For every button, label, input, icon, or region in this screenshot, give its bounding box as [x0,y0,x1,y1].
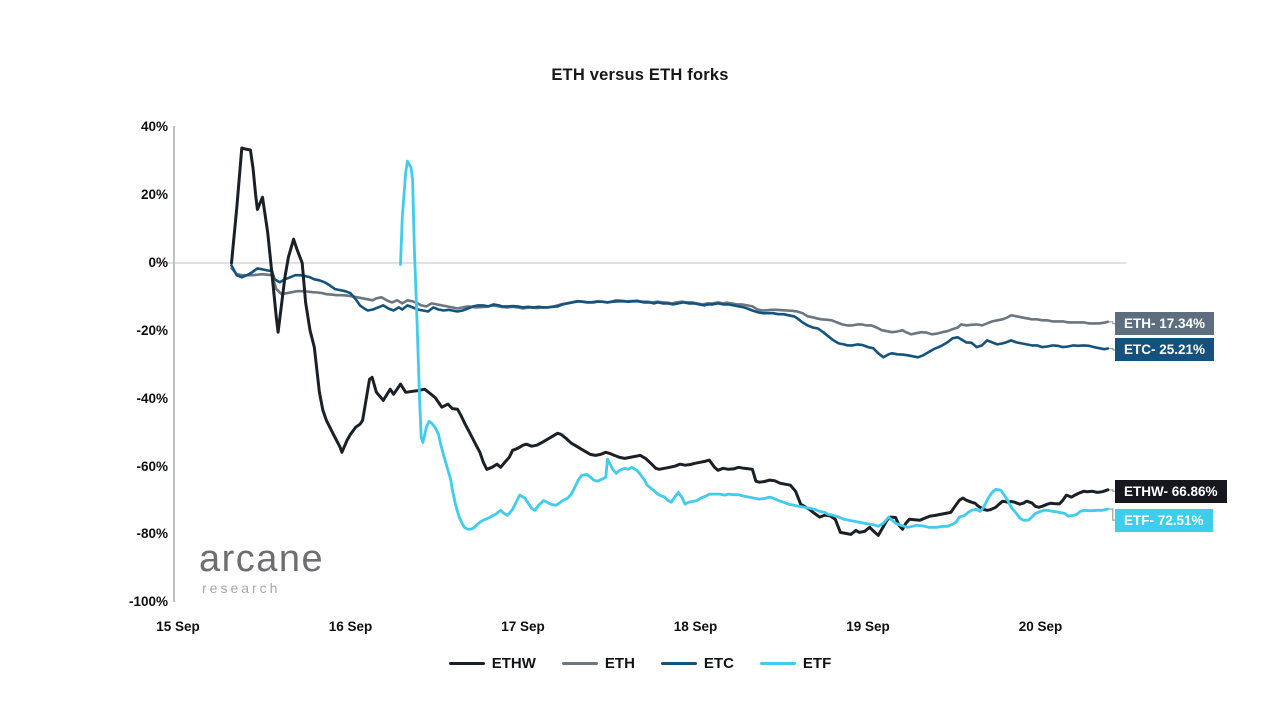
legend-swatch-etc [660,662,697,665]
x-tick-label: 17 Sep [501,619,545,634]
etf-line [399,159,1110,531]
ethw-label-connector [1107,489,1115,492]
y-tick-label: 40% [140,119,168,135]
legend-label: ETF [802,655,832,672]
y-tick-label: 0% [148,255,168,270]
legend-item-etf: ETF [759,655,832,672]
arcane-logo: arcane [199,538,325,580]
arcane-logo-subtitle: research [202,580,281,596]
legend-label: ETHW [491,655,536,672]
etf-label-connector [1107,508,1115,521]
legend-item-etc: ETC [660,655,734,672]
y-tick-label: -20% [136,322,168,338]
legend-label: ETC [703,655,734,672]
x-tick-label: 20 Sep [1018,619,1063,634]
x-tick-label: 15 Sep [156,619,200,634]
etc-line [230,264,1110,359]
legend-label: ETH [604,655,635,672]
y-tick-label: -60% [136,458,168,474]
legend-item-eth: ETH [561,655,635,672]
legend-swatch-eth [561,662,598,665]
x-tick-label: 18 Sep [673,619,718,634]
plot-area [154,126,1126,602]
legend: ETHW ETH ETC ETF [40,655,1240,672]
x-tick-label: 19 Sep [846,619,890,634]
y-tick-label: -100% [128,594,168,610]
legend-item-ethw: ETHW [448,655,536,672]
y-tick-label: -80% [136,526,168,542]
etf-end-label: ETF- 72.51% [1115,508,1213,532]
legend-swatch-etf [759,662,796,665]
y-tick-label: 20% [140,187,168,203]
x-tick-label: 16 Sep [328,619,373,634]
eth-forks-chart: ETH versus ETH forks 40% 20% 0% -20% -40% -60… [40,16,1240,679]
legend-swatch-ethw [448,662,485,665]
y-tick-label: -40% [136,390,168,406]
ethw-end-label: ETHW- 66.86% [1115,479,1227,503]
etc-label-connector [1107,347,1115,351]
eth-line [230,266,1110,336]
etc-end-label: ETC- 25.21% [1115,338,1215,362]
ethw-line [230,146,1110,537]
eth-label-connector [1107,321,1115,325]
chart-title: ETH versus ETH forks [551,66,729,84]
eth-end-label: ETH- 17.34% [1115,312,1215,336]
